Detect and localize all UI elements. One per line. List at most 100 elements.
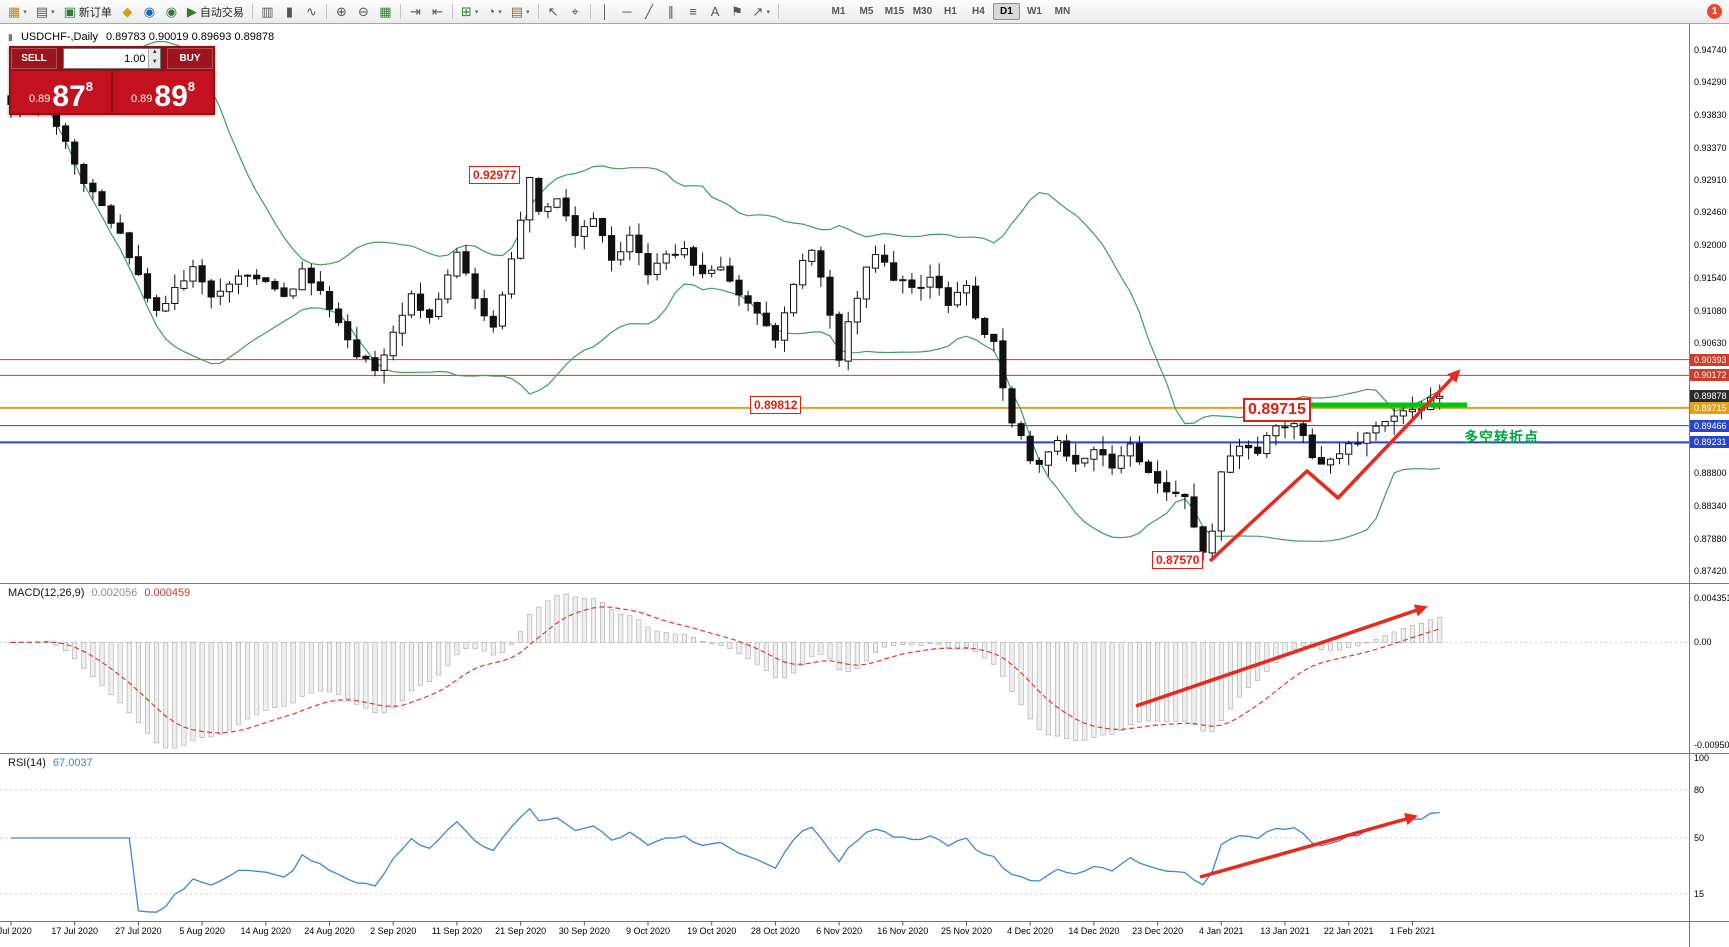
macd-histogram-bar [126, 642, 132, 714]
lot-size-input[interactable] [64, 49, 149, 68]
trendline-icon-glyph: ╱ [645, 4, 653, 19]
macd-histogram-bar [299, 642, 305, 697]
price-annotation-box[interactable]: 0.92977 [469, 166, 521, 184]
macd-histogram-bar [1036, 642, 1042, 730]
candle-body [362, 355, 370, 359]
text-label-icon[interactable]: ⚑ [727, 2, 748, 22]
macd-histogram-bar [481, 642, 487, 652]
buy-price-prefix: 0.89 [130, 93, 153, 105]
metaeditor-icon[interactable]: ◆ [117, 2, 138, 22]
macd-histogram-bar [818, 642, 824, 655]
auto-scroll-icon[interactable]: ⇥ [405, 2, 426, 22]
notification-badge[interactable]: 1 [1707, 4, 1722, 19]
fibonacci-icon[interactable]: ≡ [683, 2, 704, 22]
bar-chart-icon-glyph: ▥ [261, 4, 274, 19]
cursor-icon[interactable]: ↖ [543, 2, 564, 22]
candle-body [289, 288, 297, 297]
candle-body [1217, 471, 1225, 532]
macd-histogram-bar [991, 642, 997, 665]
trendline-icon[interactable]: ╱ [639, 2, 660, 22]
new-chart-icon[interactable]: ▦ ▾ [4, 2, 31, 22]
macd-histogram-bar [836, 642, 842, 671]
candlestick-chart-icon[interactable]: ▮ [279, 2, 300, 22]
chart-profiles-icon[interactable]: ▤ ▾ [32, 2, 59, 22]
lot-decrease-button[interactable]: ▼ [149, 58, 160, 68]
timeframe-m30-button[interactable]: M30 [912, 6, 933, 17]
price-annotation-box[interactable]: 0.89812 [750, 396, 802, 414]
arrow-objects-icon[interactable]: ↗ ▾ [749, 2, 774, 22]
candle-body [1090, 449, 1098, 460]
timeframe-h4-button[interactable]: H4 [972, 6, 985, 17]
macd-histogram-bar [1291, 642, 1297, 650]
sell-price-display[interactable]: 0.89 87 8 [11, 71, 111, 113]
timeframe-m5-button[interactable]: M5 [859, 6, 874, 17]
candle-body [171, 287, 179, 304]
macd-histogram-bar [882, 642, 888, 648]
price-annotation-box[interactable]: 0.87570 [1152, 551, 1204, 569]
macd-histogram-bar [454, 642, 460, 655]
candle-body [626, 234, 634, 253]
macd-histogram-bar [736, 642, 742, 655]
periods-icon-glyph: ◔ [487, 4, 496, 19]
horizontal-line-icon[interactable]: ─ [617, 2, 638, 22]
date-axis-label: 14 Aug 2020 [240, 926, 292, 936]
periods-icon[interactable]: ◔ ▾ [483, 2, 505, 22]
macd-histogram-bar [1373, 638, 1379, 643]
macd-histogram-bar [827, 642, 833, 660]
rsi-axis-label: 15 [1694, 889, 1705, 899]
tile-windows-icon[interactable]: ▦ [375, 2, 396, 22]
lot-increase-button[interactable]: ▲ [149, 49, 160, 59]
date-axis-label: 11 Sep 2020 [431, 926, 483, 936]
crosshair-icon[interactable]: ⌖ [565, 2, 586, 22]
bar-chart-icon[interactable]: ▥ [257, 2, 278, 22]
green-level-segment[interactable] [1310, 402, 1467, 408]
text-icon[interactable]: A [705, 2, 726, 22]
candle-body [981, 318, 989, 335]
candle-body [1126, 443, 1134, 457]
date-axis-label: 1 Jul 2020 [0, 926, 32, 936]
zoom-out-icon[interactable]: ⊖ [353, 2, 374, 22]
indicators-icon[interactable]: ⊞ ▾ [457, 2, 482, 22]
auto-scroll-icon-glyph: ⇥ [409, 4, 421, 19]
trend-arrow-main[interactable] [1208, 369, 1461, 563]
community-icon[interactable]: ◉ [161, 2, 182, 22]
zoom-in-icon[interactable]: ⊕ [331, 2, 352, 22]
timeframe-w1-button[interactable]: W1 [1026, 6, 1042, 17]
candle-body [853, 297, 861, 323]
trend-arrow-rsi[interactable] [1199, 812, 1418, 879]
trend-arrow-macd[interactable] [1135, 604, 1428, 708]
timeframe-h1-button[interactable]: H1 [944, 6, 957, 17]
timeframe-m1-button[interactable]: M1 [831, 6, 846, 17]
date-axis-label: 1 Feb 2021 [1389, 926, 1436, 936]
line-chart-icon[interactable]: ∿ [301, 2, 322, 22]
turning-point-label[interactable]: 多空转折点 [1464, 429, 1539, 445]
market-depth-icon[interactable]: ◉ [139, 2, 160, 22]
chart-shift-icon[interactable]: ⇤ [427, 2, 448, 22]
candle-body [1381, 421, 1389, 427]
macd-histogram-bar [317, 642, 323, 692]
macd-histogram-bar [245, 642, 251, 720]
toolbar-separator [251, 4, 253, 19]
sell-button[interactable]: SELL [11, 48, 57, 69]
templates-icon[interactable]: ▤ ▾ [507, 2, 534, 22]
toolbar-separator [451, 4, 453, 19]
autotrading-button[interactable]: ▶ 自动交易 [183, 2, 248, 22]
candle-body [1072, 454, 1080, 465]
date-axis-label: 5 Aug 2020 [179, 926, 225, 936]
timeframe-m15-button[interactable]: M15 [884, 6, 905, 17]
vertical-line-icon[interactable]: │ [595, 2, 616, 22]
candle-body [225, 283, 234, 293]
macd-histogram-bar [1337, 642, 1343, 651]
timeframe-mn-button[interactable]: MN [1054, 6, 1071, 17]
buy-button[interactable]: BUY [167, 48, 213, 69]
timeframe-d1-button[interactable]: D1 [992, 3, 1020, 20]
equidistant-channel-icon[interactable]: ∥ [661, 2, 682, 22]
date-axis-label: 27 Jul 2020 [115, 926, 162, 936]
buy-price-display[interactable]: 0.89 89 8 [113, 71, 213, 113]
candle-body [799, 260, 807, 286]
new-order-button[interactable]: ▣ 新订单 [60, 2, 116, 22]
macd-histogram-bar [1082, 642, 1088, 741]
price-annotation-box[interactable]: 0.89715 [1243, 398, 1311, 422]
macd-histogram-bar [927, 642, 933, 645]
